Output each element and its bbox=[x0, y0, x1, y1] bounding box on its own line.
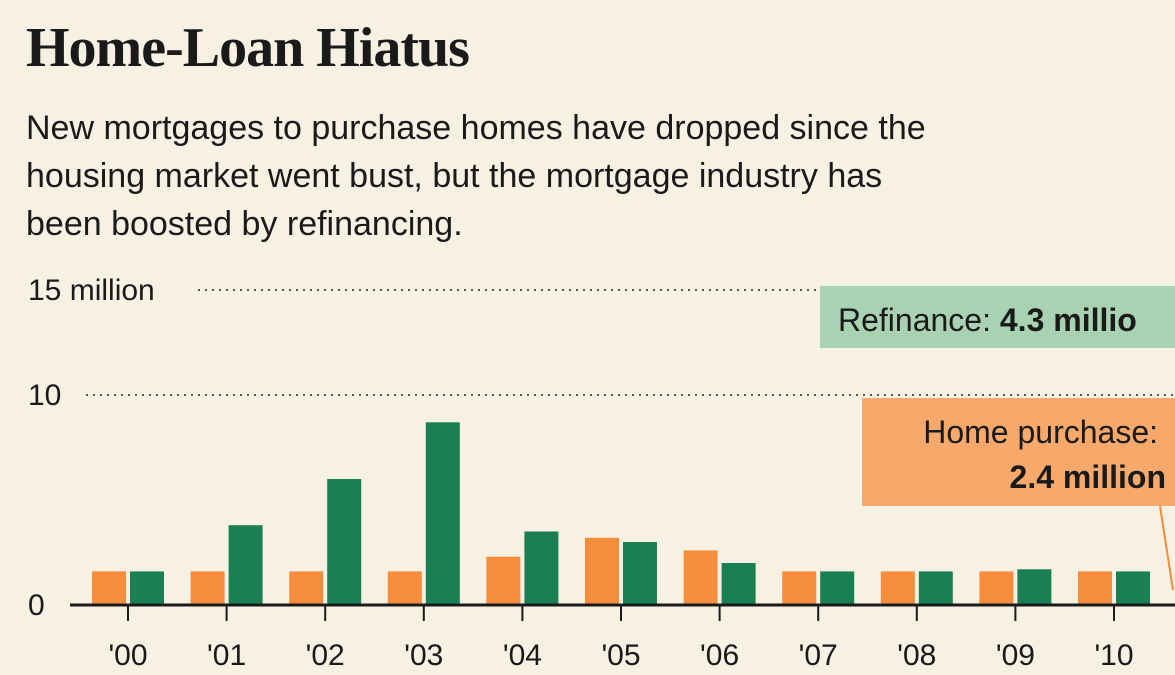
bar-refinance bbox=[1116, 571, 1150, 605]
refinance-callout-value: 4.3 millio bbox=[1000, 302, 1137, 338]
purchase-callout-leader bbox=[1159, 505, 1174, 591]
x-tick-label: '05 bbox=[601, 639, 640, 672]
x-tick-label: '08 bbox=[897, 639, 936, 672]
bar-home-purchase bbox=[880, 571, 915, 605]
x-tick-label: '06 bbox=[700, 639, 739, 672]
bar-home-purchase bbox=[1078, 571, 1112, 605]
bar-refinance bbox=[130, 571, 164, 605]
bar-home-purchase bbox=[289, 571, 324, 605]
bar-home-purchase bbox=[979, 571, 1014, 605]
bar-refinance bbox=[228, 525, 263, 605]
x-tick-label: '01 bbox=[207, 639, 246, 672]
x-tick-label: '04 bbox=[503, 639, 542, 672]
x-tick-label: '10 bbox=[1094, 639, 1133, 672]
bar-home-purchase bbox=[585, 537, 619, 605]
bar-refinance bbox=[524, 531, 559, 605]
x-tick-label: '03 bbox=[404, 639, 443, 672]
y-tick-label: 15 million bbox=[28, 274, 155, 307]
bar-refinance bbox=[623, 542, 657, 605]
refinance-callout-text: Refinance: 4.3 millio bbox=[838, 302, 1137, 338]
chart-title: Home-Loan Hiatus bbox=[26, 17, 470, 79]
purchase-callout-label: Home purchase: bbox=[923, 414, 1158, 450]
x-tick-label: '09 bbox=[996, 639, 1035, 672]
bar-home-purchase bbox=[486, 556, 521, 605]
purchase-callout bbox=[862, 398, 1175, 506]
refinance-callout bbox=[820, 286, 1175, 348]
bar-home-purchase bbox=[782, 571, 817, 605]
bar-home-purchase bbox=[92, 571, 126, 605]
x-tick-label: '00 bbox=[108, 639, 147, 672]
purchase-callout-value: 2.4 million bbox=[1010, 459, 1166, 495]
bar-refinance bbox=[1017, 569, 1052, 605]
bar-refinance bbox=[721, 563, 756, 605]
bar-home-purchase bbox=[683, 550, 718, 605]
bar-refinance bbox=[918, 571, 953, 605]
bar-refinance bbox=[327, 479, 362, 605]
x-tick-label: '07 bbox=[799, 639, 838, 672]
bar-refinance bbox=[425, 422, 460, 605]
bar-refinance bbox=[820, 571, 855, 605]
chart-subtitle: New mortgages to purchase homes have dro… bbox=[26, 109, 926, 243]
y-tick-label: 10 bbox=[28, 379, 61, 412]
y-tick-label: 0 bbox=[28, 589, 45, 622]
x-tick-label: '02 bbox=[306, 639, 345, 672]
bar-home-purchase bbox=[387, 571, 422, 605]
bar-home-purchase bbox=[190, 571, 225, 605]
refinance-callout-label: Refinance: bbox=[838, 302, 1000, 338]
